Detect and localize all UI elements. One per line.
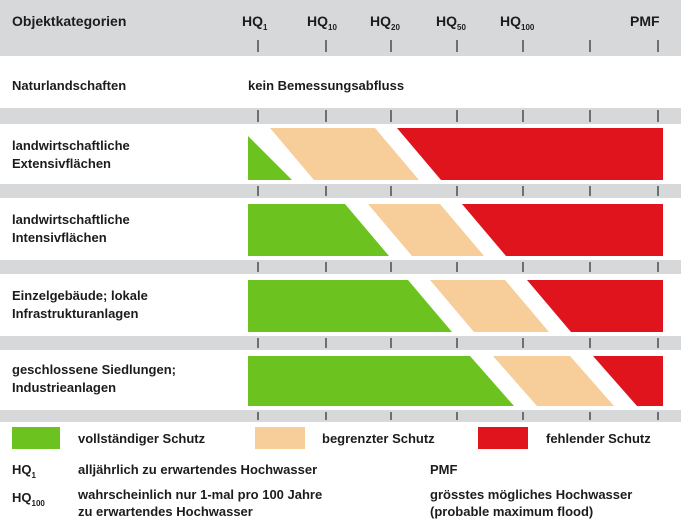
definition-text: grösstes mögliches Hochwasser: [430, 487, 632, 502]
limited-protection: [430, 280, 549, 332]
row-label: Naturlandschaften: [12, 78, 126, 93]
legend-swatch: [478, 427, 528, 449]
legend-label: vollständiger Schutz: [78, 431, 206, 446]
full-protection: [248, 136, 292, 180]
row-label: Industrieanlagen: [12, 380, 116, 395]
level-label: HQ20: [370, 13, 400, 32]
legend-swatch: [255, 427, 305, 449]
limited-protection: [368, 204, 484, 256]
limited-protection: [270, 128, 419, 180]
level-label: PMF: [630, 13, 660, 29]
no-protection: [527, 280, 663, 332]
level-sub: 10: [328, 23, 337, 32]
level-main: HQ: [242, 13, 263, 29]
definition-term: HQ100: [12, 490, 45, 508]
level-sub: 50: [457, 23, 466, 32]
row-label: Einzelgebäude; lokale: [12, 288, 148, 303]
term-sub: 100: [32, 499, 46, 508]
level-sub: 1: [263, 23, 268, 32]
level-label: HQ1: [242, 13, 268, 32]
row-label: landwirtschaftliche: [12, 212, 130, 227]
legend-label: begrenzter Schutz: [322, 431, 435, 446]
no-protection: [462, 204, 663, 256]
level-sub: 20: [391, 23, 400, 32]
level-label: HQ50: [436, 13, 466, 32]
full-protection: [248, 204, 389, 256]
row-label: Intensivflächen: [12, 230, 107, 245]
separator-band: [0, 410, 681, 422]
row-label: landwirtschaftliche: [12, 138, 130, 153]
level-label: HQ10: [307, 13, 337, 32]
definition-text: (probable maximum flood): [430, 504, 593, 519]
level-main: HQ: [500, 13, 521, 29]
row-note: kein Bemessungsabfluss: [248, 78, 404, 93]
level-labels: HQ1 HQ10 HQ20 HQ50 HQ100 PMF: [242, 13, 660, 32]
row-label: geschlossene Siedlungen;: [12, 362, 176, 377]
row-label: Extensivflächen: [12, 156, 111, 171]
term-sub: 1: [32, 471, 37, 480]
level-main: PMF: [630, 13, 660, 29]
separator-band: [0, 184, 681, 198]
level-main: HQ: [370, 13, 391, 29]
definition-term: PMF: [430, 462, 458, 477]
term-main: HQ: [12, 490, 32, 505]
definition-text: wahrscheinlich nur 1-mal pro 100 Jahre: [77, 487, 322, 502]
separator-band: [0, 336, 681, 350]
level-label: HQ100: [500, 13, 535, 32]
level-main: HQ: [307, 13, 328, 29]
definition-text: zu erwartendes Hochwasser: [78, 504, 253, 519]
level-main: HQ: [436, 13, 457, 29]
separators: [0, 40, 681, 422]
separator-band: [0, 260, 681, 274]
full-protection: [248, 356, 514, 406]
full-protection: [248, 280, 452, 332]
separator-band: [0, 108, 681, 124]
limited-protection: [493, 356, 614, 406]
legend-swatch: [12, 427, 60, 449]
header-band: [0, 0, 681, 56]
term-main: HQ: [12, 462, 32, 477]
definition-term: HQ1: [12, 462, 37, 480]
definition-text: alljährlich zu erwartendes Hochwasser: [78, 462, 317, 477]
legend-label: fehlender Schutz: [546, 431, 651, 446]
level-sub: 100: [521, 23, 535, 32]
no-protection: [593, 356, 663, 406]
no-protection: [397, 128, 663, 180]
row-label: Infrastrukturanlagen: [12, 306, 138, 321]
header-title: Objektkategorien: [12, 13, 126, 29]
